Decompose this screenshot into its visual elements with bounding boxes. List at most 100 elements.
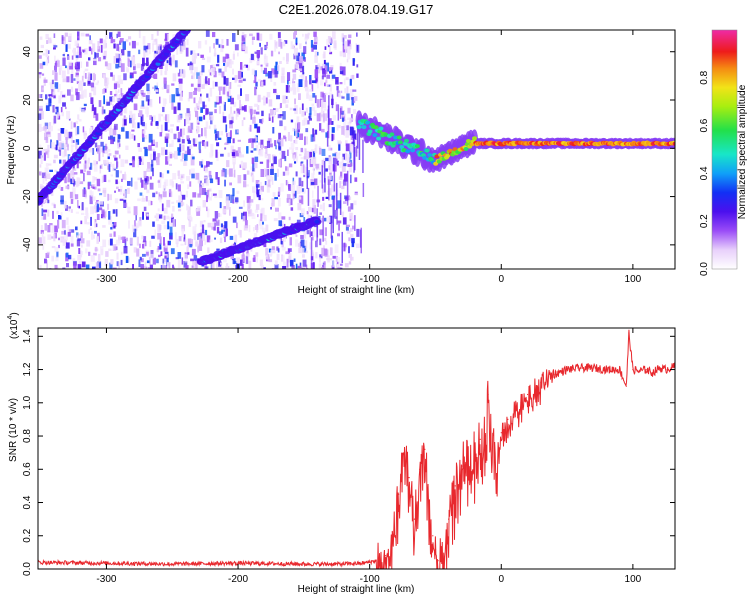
snr-data-point bbox=[342, 563, 344, 565]
snr-data-point bbox=[237, 562, 239, 564]
spectrogram-y-tick-label: 40 bbox=[22, 46, 33, 58]
snr-data-point bbox=[467, 460, 469, 462]
snr-y-tick-label: 0.0 bbox=[22, 562, 33, 576]
snr-data-point bbox=[507, 418, 509, 420]
snr-data-point bbox=[484, 435, 487, 437]
snr-x-axis-label: Height of straight line (km) bbox=[298, 584, 415, 595]
snr-y-tick-label: 1.0 bbox=[22, 395, 33, 409]
snr-data-point bbox=[606, 369, 608, 371]
snr-data-point bbox=[527, 393, 529, 396]
snr-data-point bbox=[652, 372, 654, 374]
spectrogram-frame bbox=[37, 29, 676, 270]
spectrogram-y-tick-label: 20 bbox=[22, 94, 33, 106]
snr-data-point bbox=[490, 435, 492, 437]
snr-y-tick-label: 0.6 bbox=[22, 462, 33, 476]
spectrogram-y-tick-label: -40 bbox=[22, 237, 33, 252]
snr-data-point bbox=[424, 448, 426, 450]
svg-text:(x104): (x104) bbox=[7, 312, 20, 339]
snr-data-point bbox=[437, 560, 439, 562]
snr-y-tick-label: 1.4 bbox=[22, 329, 33, 343]
snr-data-point bbox=[540, 382, 542, 384]
snr-data-point bbox=[375, 560, 377, 562]
snr-data-point bbox=[448, 518, 450, 520]
snr-data-point bbox=[520, 402, 522, 404]
snr-data-point bbox=[665, 369, 667, 371]
snr-data-point bbox=[432, 535, 434, 537]
rising-tone-main bbox=[38, 30, 192, 206]
colorbar-tick-label: 0.8 bbox=[699, 70, 710, 84]
spectrogram-x-tick-label: 100 bbox=[625, 274, 642, 285]
snr-panel: -300 -200 -100 0 100 0.0 0.2 0.4 0.6 0.8 1.0 1.2 1.… bbox=[7, 312, 676, 595]
snr-y-tick-label: 0.4 bbox=[22, 495, 33, 509]
snr-series-line bbox=[38, 329, 675, 569]
figure-title: C2E1.2026.078.04.19.G17 bbox=[279, 2, 434, 17]
snr-data-point bbox=[553, 373, 555, 376]
snr-data-point bbox=[513, 410, 516, 412]
snr-data-point bbox=[638, 370, 641, 372]
snr-data-point bbox=[171, 563, 173, 565]
colorbar-tick-label: 0.2 bbox=[699, 214, 710, 228]
spectrogram-plot-area bbox=[38, 30, 675, 269]
snr-y-tick-label: 1.2 bbox=[22, 362, 33, 376]
snr-x-tick-label: -100 bbox=[360, 574, 380, 585]
snr-y-axis-label: SNR (10 * v/v) bbox=[8, 398, 19, 462]
colorbar-gradient bbox=[712, 30, 737, 269]
snr-data-point bbox=[454, 485, 456, 487]
colorbar-label: Normalized spectral amplitude bbox=[737, 84, 748, 219]
colorbar-ticks: 0.0 0.2 0.4 0.6 0.8 bbox=[699, 70, 710, 276]
colorbar: 0.0 0.2 0.4 0.6 0.8 Normalized spectral ampl… bbox=[699, 29, 748, 276]
spectrogram-x-tick-label: -200 bbox=[228, 274, 248, 285]
snr-data-point bbox=[419, 468, 421, 470]
snr-data-point bbox=[434, 548, 437, 550]
snr-data-point bbox=[566, 369, 568, 371]
snr-data-point bbox=[645, 369, 647, 371]
carrier-line bbox=[355, 110, 675, 173]
snr-frame bbox=[37, 327, 676, 570]
snr-data-point bbox=[428, 501, 430, 504]
snr-data-point bbox=[579, 367, 581, 369]
spectrogram-y-tick-label: -20 bbox=[22, 189, 33, 204]
snr-y-tick-label: 0.2 bbox=[22, 528, 33, 542]
snr-data-point bbox=[105, 562, 107, 564]
snr-data-point bbox=[494, 452, 496, 454]
snr-data-point bbox=[461, 465, 463, 467]
spectrogram-x-tick-label: -100 bbox=[360, 274, 380, 285]
snr-x-ticks: -300 -200 -100 0 100 bbox=[96, 328, 642, 585]
spectrogram-x-axis-label: Height of straight line (km) bbox=[298, 285, 415, 296]
snr-data-point bbox=[487, 393, 489, 396]
snr-plot-area bbox=[38, 329, 675, 569]
snr-data-point bbox=[384, 555, 387, 557]
snr-y-scale-label: (x104) bbox=[7, 312, 20, 339]
snr-x-tick-label: 0 bbox=[498, 574, 504, 585]
spectrogram-y-axis-label: Frequency (Hz) bbox=[6, 116, 17, 185]
snr-y-scale-exponent: 4 bbox=[7, 316, 14, 320]
snr-data-point bbox=[303, 563, 305, 565]
snr-data-point bbox=[632, 369, 634, 371]
snr-data-point bbox=[592, 367, 595, 369]
snr-data-point bbox=[474, 452, 476, 454]
spectrogram-x-tick-label: -300 bbox=[96, 274, 116, 285]
snr-x-tick-label: -300 bbox=[96, 574, 116, 585]
snr-data-point bbox=[619, 369, 621, 371]
snr-y-ticks: 0.0 0.2 0.4 0.6 0.8 1.0 1.2 1.4 bbox=[22, 329, 675, 576]
snr-data-point bbox=[500, 432, 502, 434]
snr-data-point bbox=[479, 438, 481, 440]
snr-data-point bbox=[362, 562, 364, 564]
snr-data-point bbox=[413, 518, 415, 520]
colorbar-tick-label: 0.0 bbox=[699, 262, 710, 276]
noise-band bbox=[38, 30, 365, 269]
spectrogram-x-ticks: -300 -200 -100 0 100 bbox=[96, 30, 642, 285]
snr-data-point bbox=[398, 493, 400, 495]
snr-x-tick-label: -200 bbox=[228, 574, 248, 585]
spectrogram-panel: -300 -200 -100 0 100 40 20 0 -20 -40 Height of s… bbox=[6, 29, 676, 296]
spectrogram-x-tick-label: 0 bbox=[498, 274, 504, 285]
snr-y-tick-label: 0.8 bbox=[22, 429, 33, 443]
spectrogram-y-ticks: 40 20 0 -20 -40 bbox=[22, 46, 675, 252]
snr-y-scale-base: (x10 bbox=[9, 319, 20, 339]
snr-x-tick-label: 100 bbox=[625, 574, 642, 585]
snr-data-point bbox=[658, 367, 660, 369]
snr-data-point bbox=[625, 385, 627, 387]
snr-data-point bbox=[441, 551, 443, 554]
snr-data-point bbox=[403, 452, 405, 454]
